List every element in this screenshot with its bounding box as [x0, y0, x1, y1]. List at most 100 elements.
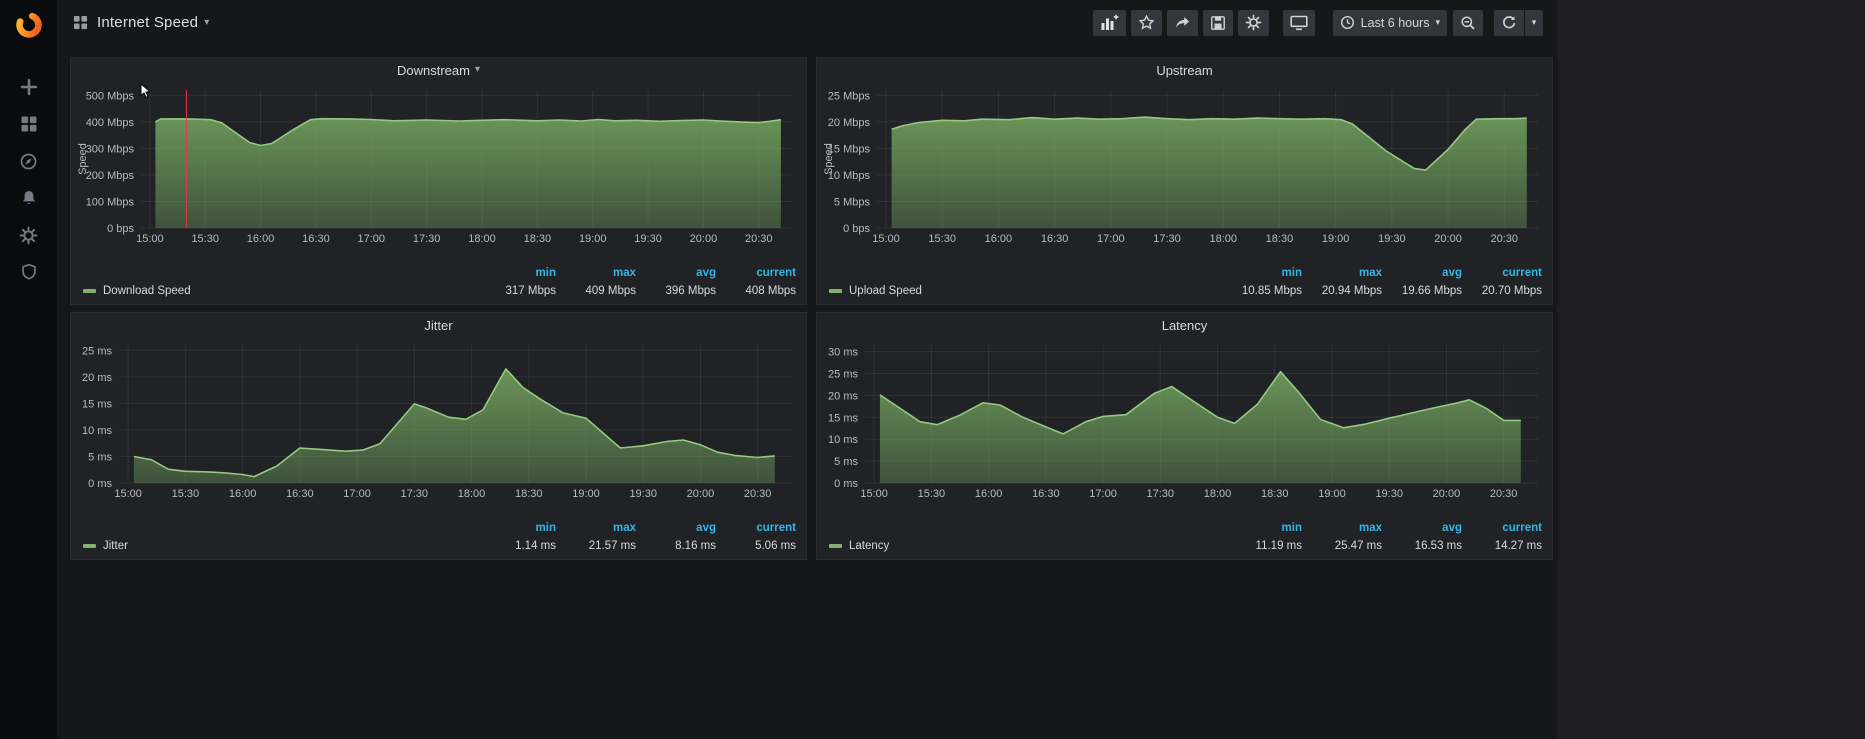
legend-upstream: min max avg current Upload Speed 10.85 M… [817, 265, 1552, 304]
svg-text:18:00: 18:00 [1204, 488, 1232, 500]
svg-text:15:00: 15:00 [872, 233, 900, 245]
zoom-out-button[interactable] [1453, 9, 1483, 36]
explore-compass-icon[interactable] [19, 151, 39, 171]
cycle-view-mode-button[interactable] [1282, 9, 1315, 36]
svg-text:25 ms: 25 ms [828, 368, 858, 380]
legend-spacer [83, 520, 476, 536]
dashboard-grid: Downstream ▾ 15:00 15:30 16:00 16:30 17:00 17… [57, 45, 1557, 560]
star-button[interactable] [1130, 9, 1162, 36]
legend-value-avg: 396 Mbps [665, 285, 716, 297]
panel-title-latency[interactable]: Latency [817, 313, 1552, 337]
legend-header-current: current [1502, 267, 1542, 279]
svg-text:17:00: 17:00 [343, 488, 371, 500]
time-range-picker[interactable]: Last 6 hours ▾ [1332, 9, 1447, 36]
legend-header-max: max [612, 522, 636, 534]
series-color-swatch [83, 544, 96, 548]
svg-text:400 Mbps: 400 Mbps [86, 117, 135, 129]
svg-text:16:30: 16:30 [286, 488, 314, 500]
downstream-chart[interactable]: 15:00 15:30 16:00 16:30 17:00 17:30 18:00 18:30… [75, 82, 802, 248]
svg-text:Speed: Speed [823, 143, 835, 175]
svg-text:16:00: 16:00 [229, 488, 257, 500]
create-plus-icon[interactable] [19, 77, 39, 97]
svg-text:15:00: 15:00 [860, 488, 888, 500]
legend-item[interactable]: Download Speed [83, 283, 476, 299]
svg-text:20 ms: 20 ms [828, 390, 858, 402]
svg-text:100 Mbps: 100 Mbps [86, 196, 135, 208]
panel-title-text: Jitter [424, 317, 453, 333]
chevron-down-icon: ▾ [204, 16, 210, 28]
dashboards-icon[interactable] [19, 114, 39, 134]
configuration-gear-icon[interactable] [19, 225, 39, 245]
svg-text:16:00: 16:00 [247, 233, 275, 245]
page-title: Internet Speed [97, 14, 199, 31]
latency-chart[interactable]: 15:00 15:30 16:00 16:30 17:00 17:30 18:00 18:30… [821, 337, 1548, 503]
svg-text:17:30: 17:30 [1147, 488, 1175, 500]
grafana-logo-icon[interactable] [12, 7, 46, 41]
legend-value-current: 5.06 ms [755, 540, 796, 552]
server-admin-shield-icon[interactable] [19, 262, 39, 282]
dashboard-title-picker[interactable]: Internet Speed ▾ [97, 14, 209, 31]
legend-value-avg: 8.16 ms [675, 540, 716, 552]
panel-downstream: Downstream ▾ 15:00 15:30 16:00 16:30 17:00 17… [70, 57, 807, 305]
panel-title-jitter[interactable]: Jitter [71, 313, 806, 337]
legend-value-current: 408 Mbps [745, 285, 796, 297]
legend-value-avg: 19.66 Mbps [1401, 285, 1462, 297]
dashboard-settings-button[interactable] [1237, 9, 1269, 36]
svg-text:17:30: 17:30 [401, 488, 429, 500]
svg-text:500 Mbps: 500 Mbps [86, 90, 135, 102]
series-name: Download Speed [103, 285, 191, 297]
svg-text:30 ms: 30 ms [828, 347, 858, 359]
svg-text:20:00: 20:00 [1433, 488, 1461, 500]
panel-latency: Latency 15:00 15:30 16:00 16:30 17:00 17:30 18… [816, 312, 1553, 560]
series-name: Upload Speed [849, 285, 922, 297]
upstream-chart[interactable]: 15:00 15:30 16:00 16:30 17:00 17:30 18:00 18:30… [821, 82, 1548, 248]
legend-item[interactable]: Jitter [83, 538, 476, 554]
legend-header-avg: avg [1442, 522, 1462, 534]
series-color-swatch [829, 544, 842, 548]
svg-text:16:00: 16:00 [985, 233, 1013, 245]
time-range-label: Last 6 hours [1360, 15, 1430, 30]
svg-text:15:00: 15:00 [114, 488, 142, 500]
panel-title-upstream[interactable]: Upstream [817, 58, 1552, 82]
svg-text:18:00: 18:00 [458, 488, 486, 500]
svg-text:20:00: 20:00 [687, 488, 715, 500]
legend-downstream: min max avg current Download Speed 317 M… [71, 265, 806, 304]
legend-header-current: current [756, 267, 796, 279]
svg-text:5 Mbps: 5 Mbps [834, 196, 871, 208]
add-panel-button[interactable] [1092, 9, 1126, 36]
svg-text:19:30: 19:30 [629, 488, 657, 500]
legend-item[interactable]: Upload Speed [829, 283, 1222, 299]
panel-jitter: Jitter 15:00 15:30 16:00 16:30 17:00 17:30 18:… [70, 312, 807, 560]
save-button[interactable] [1202, 9, 1233, 36]
jitter-chart[interactable]: 15:00 15:30 16:00 16:30 17:00 17:30 18:00 18:30… [75, 337, 802, 503]
legend-header-min: min [1281, 522, 1302, 534]
legend-header-min: min [1281, 267, 1302, 279]
share-button[interactable] [1166, 9, 1198, 36]
legend-value-max: 21.57 ms [588, 540, 636, 552]
svg-text:10 ms: 10 ms [82, 425, 112, 437]
legend-latency: min max avg current Latency 11.19 ms 25.… [817, 520, 1552, 559]
legend-value-current: 20.70 Mbps [1481, 285, 1542, 297]
legend-jitter: min max avg current Jitter 1.14 ms 21.57… [71, 520, 806, 559]
svg-text:20:30: 20:30 [1490, 488, 1518, 500]
panel-title-downstream[interactable]: Downstream ▾ [71, 58, 806, 82]
dashboard-grid-icon[interactable] [73, 15, 88, 30]
alerting-bell-icon[interactable] [19, 188, 39, 208]
svg-text:18:30: 18:30 [524, 233, 552, 245]
svg-text:0 bps: 0 bps [843, 223, 870, 235]
svg-text:18:30: 18:30 [1266, 233, 1294, 245]
svg-text:15 Mbps: 15 Mbps [828, 143, 871, 155]
svg-text:17:00: 17:00 [1089, 488, 1117, 500]
legend-header-avg: avg [696, 522, 716, 534]
legend-value-current: 14.27 ms [1494, 540, 1542, 552]
svg-text:15 ms: 15 ms [828, 412, 858, 424]
svg-text:19:30: 19:30 [634, 233, 662, 245]
series-color-swatch [83, 289, 96, 293]
refresh-interval-dropdown[interactable]: ▾ [1525, 9, 1543, 36]
legend-header-current: current [756, 522, 796, 534]
refresh-button[interactable] [1494, 9, 1524, 36]
legend-item[interactable]: Latency [829, 538, 1222, 554]
svg-text:20:30: 20:30 [745, 233, 773, 245]
svg-text:18:30: 18:30 [515, 488, 543, 500]
legend-header-max: max [612, 267, 636, 279]
